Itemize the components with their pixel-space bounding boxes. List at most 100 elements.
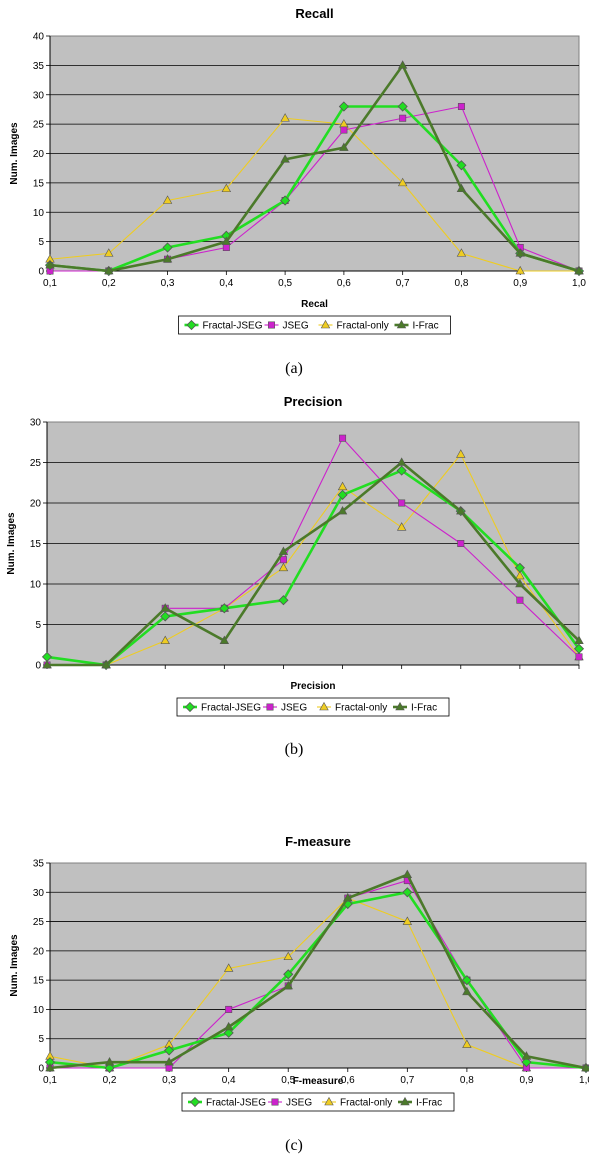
legend-entry: I-Frac: [393, 701, 437, 714]
y-tick-label: 25: [33, 917, 45, 928]
data-point: [104, 1057, 115, 1066]
legend-box: [178, 315, 451, 335]
legend-label: JSEG: [283, 321, 309, 332]
data-point: [462, 1039, 472, 1048]
chart-2: Precision 0 5 10 15 20 25 30 Precision Num. Image…: [6, 394, 585, 758]
y-tick-label: 30: [33, 888, 45, 899]
x-tick-label: 1,0: [579, 1075, 589, 1086]
data-point: [223, 1027, 234, 1038]
data-point: [283, 969, 294, 980]
chart-1: Recall 0 5 10 15 20 25 30 35 40 0,1 0,2 0,3 0,4 0,5 0,6…: [9, 6, 586, 377]
data-point: [162, 254, 173, 263]
x-tick-label: 0,6: [341, 1075, 355, 1086]
y-tick-label: 5: [38, 237, 44, 248]
data-point: [402, 887, 413, 898]
data-point: [337, 489, 348, 500]
data-point: [456, 160, 467, 171]
data-point: [457, 103, 465, 111]
y-tick-label: 20: [33, 946, 45, 957]
y-tick-label: 10: [33, 1005, 45, 1016]
data-point: [516, 596, 524, 604]
legend-swatch-marker: [400, 1096, 410, 1106]
y-tick-label: 15: [33, 976, 45, 987]
data-point: [515, 265, 525, 275]
data-point: [219, 603, 230, 614]
data-point: [223, 963, 234, 972]
data-point: [104, 248, 114, 257]
series-line: [46, 469, 581, 667]
data-point: [160, 611, 171, 622]
data-point: [396, 522, 407, 531]
y-tick-label: 30: [33, 90, 45, 101]
figure-caption: (c): [285, 1137, 303, 1154]
x-axis-label: Recal: [301, 299, 328, 310]
x-tick-label: 0,8: [454, 278, 468, 289]
y-tick-label: 15: [30, 539, 42, 550]
data-point: [104, 265, 114, 275]
data-point: [574, 265, 584, 275]
y-tick-label: 20: [33, 149, 45, 160]
chart-title: Precision: [284, 394, 343, 409]
data-point: [397, 101, 408, 112]
x-tick-label: 0,8: [460, 1075, 474, 1086]
legend: Fractal-JSEG JSEG Fractal-only I-Frac: [176, 697, 450, 717]
data-point: [343, 893, 353, 902]
x-tick-label: 0,6: [337, 278, 351, 289]
legend-entry: Fractal-only: [322, 1096, 392, 1109]
data-point: [162, 242, 173, 253]
y-tick-label: 10: [33, 208, 45, 219]
x-tick-label: 0,7: [400, 1075, 414, 1086]
data-point: [339, 434, 347, 442]
data-point: [101, 659, 111, 669]
data-point: [221, 183, 232, 193]
chart-title: F-measure: [285, 834, 351, 849]
data-point: [162, 195, 173, 204]
legend-swatch-marker: [320, 319, 331, 329]
x-axis-label: Precision: [290, 681, 335, 692]
legend-label: Fractal-JSEG: [206, 1098, 266, 1109]
x-tick-label: 0,5: [278, 278, 292, 289]
data-point: [280, 154, 290, 163]
legend-entry: Fractal-JSEG: [184, 319, 263, 332]
data-point: [402, 869, 413, 879]
data-point: [521, 1057, 532, 1068]
data-point: [514, 562, 525, 573]
data-point: [397, 177, 408, 187]
legend-entry: Fractal-JSEG: [183, 701, 261, 714]
data-point: [575, 653, 583, 661]
x-tick-label: 0,1: [43, 1075, 57, 1086]
data-point: [223, 1021, 234, 1031]
x-tick-label: 0,9: [513, 278, 527, 289]
legend-entry: Fractal-JSEG: [188, 1096, 266, 1109]
data-point: [457, 539, 465, 547]
legend-box: [176, 697, 450, 717]
y-tick-label: 25: [30, 458, 42, 469]
data-point: [219, 635, 230, 645]
data-point: [278, 546, 289, 555]
data-point: [515, 248, 525, 257]
data-point: [221, 236, 232, 245]
y-tick-label: 30: [30, 418, 42, 429]
data-point: [278, 595, 289, 606]
chart-3: F-measure 0 5 10 15 20 25 30 35 0,1 0,2 0,3 0,4 0,5 0,…: [9, 834, 589, 1154]
legend-label: I-Frac: [411, 703, 437, 714]
legend-swatch-marker: [267, 321, 275, 329]
figure-caption: (b): [285, 741, 304, 758]
x-tick-label: 0,2: [103, 1075, 117, 1086]
data-point: [337, 481, 348, 491]
legend-label: I-Frac: [416, 1098, 442, 1109]
y-tick-label: 35: [33, 859, 45, 870]
data-point: [45, 1062, 55, 1072]
legend-box: [181, 1092, 455, 1112]
figure-caption: (a): [285, 360, 303, 377]
series-line: [47, 461, 580, 667]
data-point: [396, 457, 407, 466]
data-point: [225, 1005, 233, 1013]
data-point: [521, 1051, 532, 1060]
legend-swatch-marker: [324, 1096, 334, 1106]
legend: Fractal-JSEG JSEG Fractal-only I-Frac: [181, 1092, 455, 1112]
legend-entry: Fractal-only: [317, 701, 387, 714]
y-tick-label: 15: [33, 178, 45, 189]
y-axis-label: Num. Images: [6, 512, 17, 575]
